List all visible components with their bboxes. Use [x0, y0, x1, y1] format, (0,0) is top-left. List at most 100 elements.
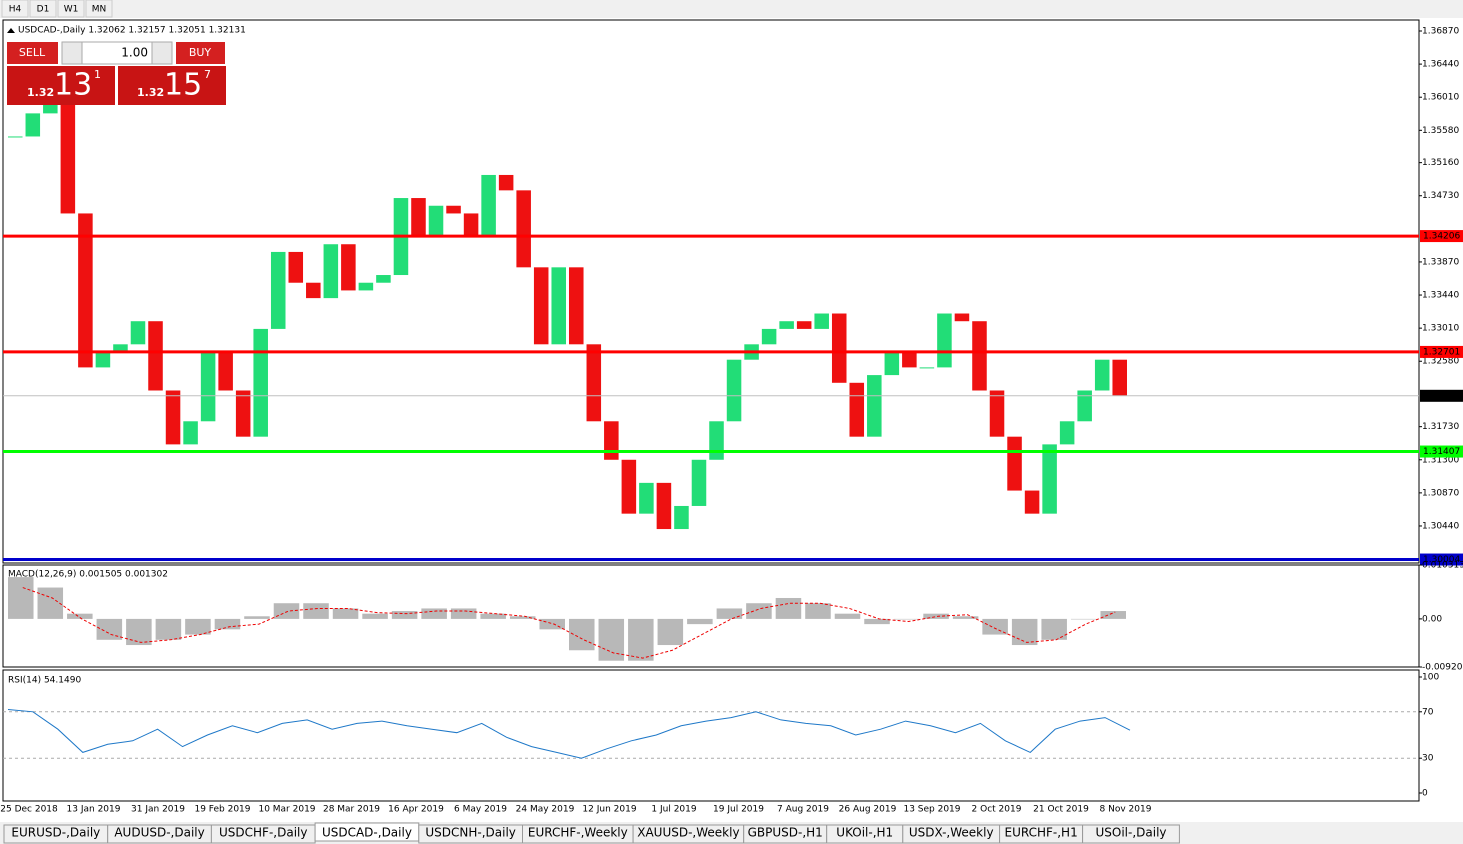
buy-button[interactable] — [176, 42, 225, 64]
candle-body — [95, 352, 111, 368]
macd-bar — [952, 616, 979, 619]
price-level-label: 1.34206 — [1423, 232, 1460, 242]
chart-tab[interactable] — [1082, 824, 1180, 844]
macd-bar — [480, 613, 506, 619]
candle-body — [200, 352, 216, 422]
candle-body — [972, 321, 987, 391]
candle-body — [902, 352, 917, 368]
candle-body — [323, 244, 339, 299]
y-tick-label: 1.33010 — [1422, 324, 1459, 334]
candle-body — [113, 344, 128, 353]
price-level-box — [1420, 345, 1463, 358]
sell-button[interactable] — [7, 42, 58, 64]
candle-body — [709, 421, 724, 460]
bid-prefix: 1.32 — [27, 86, 54, 99]
candle-body — [183, 421, 198, 445]
timeframe-label: MN — [92, 5, 107, 15]
macd-bar — [126, 618, 152, 646]
macd-bar — [155, 618, 182, 640]
candle-body — [1112, 359, 1127, 396]
macd-bar — [834, 613, 861, 619]
candle-body — [446, 205, 461, 214]
candle-body — [463, 213, 479, 237]
y-tick-label: 0.00 — [1422, 614, 1442, 624]
date-label: 13 Sep 2019 — [903, 805, 960, 815]
date-label: 28 Mar 2019 — [323, 805, 380, 815]
candle-body — [1042, 444, 1057, 514]
date-label: 1 Jul 2019 — [651, 805, 696, 815]
lot-value: 1.00 — [121, 46, 148, 60]
timeframe-label: W1 — [64, 5, 79, 15]
macd-bar — [214, 618, 241, 630]
candle-body — [165, 390, 181, 445]
date-label: 10 Mar 2019 — [258, 805, 315, 815]
chart-tab-label: EURUSD-,Daily — [11, 826, 100, 840]
chart-tab-label: AUDUSD-,Daily — [114, 826, 204, 840]
y-tick-label: 1.32580 — [1422, 357, 1459, 367]
macd-bar — [923, 613, 949, 619]
y-tick-label: 1.35160 — [1422, 158, 1459, 168]
macd-title: MACD(12,26,9) 0.001505 0.001302 — [8, 570, 168, 580]
macd-bar — [37, 587, 64, 619]
chart-tab-label: XAUUSD-,Weekly — [637, 826, 739, 840]
candle-body — [884, 352, 900, 376]
date-label: 21 Oct 2019 — [1033, 805, 1089, 815]
candle-body — [428, 205, 444, 237]
y-tick-label: 1.30870 — [1422, 488, 1459, 498]
y-tick-label: 100 — [1422, 673, 1439, 683]
candle-body — [867, 375, 882, 437]
candle-body — [376, 275, 391, 283]
candle-body — [989, 390, 1005, 437]
candle-body — [481, 174, 496, 237]
candle-body — [639, 482, 654, 514]
macd-signal — [22, 587, 1116, 659]
macd-bar — [716, 608, 743, 619]
candle-body — [358, 282, 374, 291]
timeframe-button[interactable] — [85, 0, 113, 18]
lot-down[interactable] — [61, 41, 83, 65]
macd-bar — [1070, 618, 1097, 620]
lot-up[interactable] — [151, 41, 173, 65]
collapse-icon — [7, 28, 15, 33]
timeframe-button[interactable] — [1, 0, 29, 18]
price-level-label: 1.32701 — [1423, 347, 1460, 357]
macd-bar — [893, 618, 920, 620]
macd-bar — [1041, 618, 1067, 640]
price-level-box — [1420, 230, 1463, 243]
candle-body — [411, 198, 426, 237]
chart-tab-label: USDCHF-,Daily — [219, 826, 307, 840]
ask-box[interactable] — [118, 66, 226, 105]
date-label: 19 Feb 2019 — [194, 805, 250, 815]
date-label: 16 Apr 2019 — [388, 805, 444, 815]
macd-bar — [746, 603, 772, 619]
candle-body — [831, 313, 847, 383]
candle-body — [288, 251, 304, 283]
trade-panel: SELL 1.00 BUY 1.32 13 1 1.32 15 7 — [7, 41, 226, 105]
price-panel — [2, 19, 1420, 564]
buy-label: BUY — [189, 46, 212, 59]
y-tick-label: 1.30440 — [1422, 521, 1459, 531]
date-label: 19 Jul 2019 — [713, 805, 764, 815]
candle-body — [218, 352, 233, 391]
y-tick-label: 1.34730 — [1422, 191, 1459, 201]
date-label: 12 Jun 2019 — [582, 805, 636, 815]
macd-bar — [982, 618, 1008, 635]
chart-tab-label: USOil-,Daily — [1095, 826, 1166, 840]
macd-bar — [628, 618, 654, 661]
timeframe-button[interactable] — [29, 0, 57, 18]
macd-bar — [362, 613, 388, 619]
chart-title: USDCAD-,Daily 1.32062 1.32157 1.32051 1.… — [18, 26, 246, 36]
bid-box[interactable] — [7, 66, 115, 105]
y-tick-label: 1.33870 — [1422, 257, 1459, 267]
chart-tab-label: USDX-,Weekly — [909, 826, 994, 840]
timeframe-button[interactable] — [57, 0, 85, 18]
candle-body — [849, 382, 865, 437]
macd-bar — [598, 618, 625, 661]
y-tick-label: 1.31730 — [1422, 422, 1459, 432]
macd-bar — [273, 603, 300, 619]
price-level-box — [1420, 445, 1463, 458]
y-tick-label: 1.36010 — [1422, 93, 1459, 103]
candle-body — [516, 190, 531, 268]
date-label: 25 Dec 2018 — [0, 805, 58, 815]
